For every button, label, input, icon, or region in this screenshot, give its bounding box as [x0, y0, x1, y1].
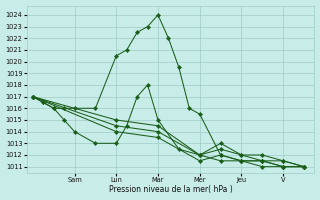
X-axis label: Pression niveau de la mer( hPa ): Pression niveau de la mer( hPa ): [109, 185, 232, 194]
